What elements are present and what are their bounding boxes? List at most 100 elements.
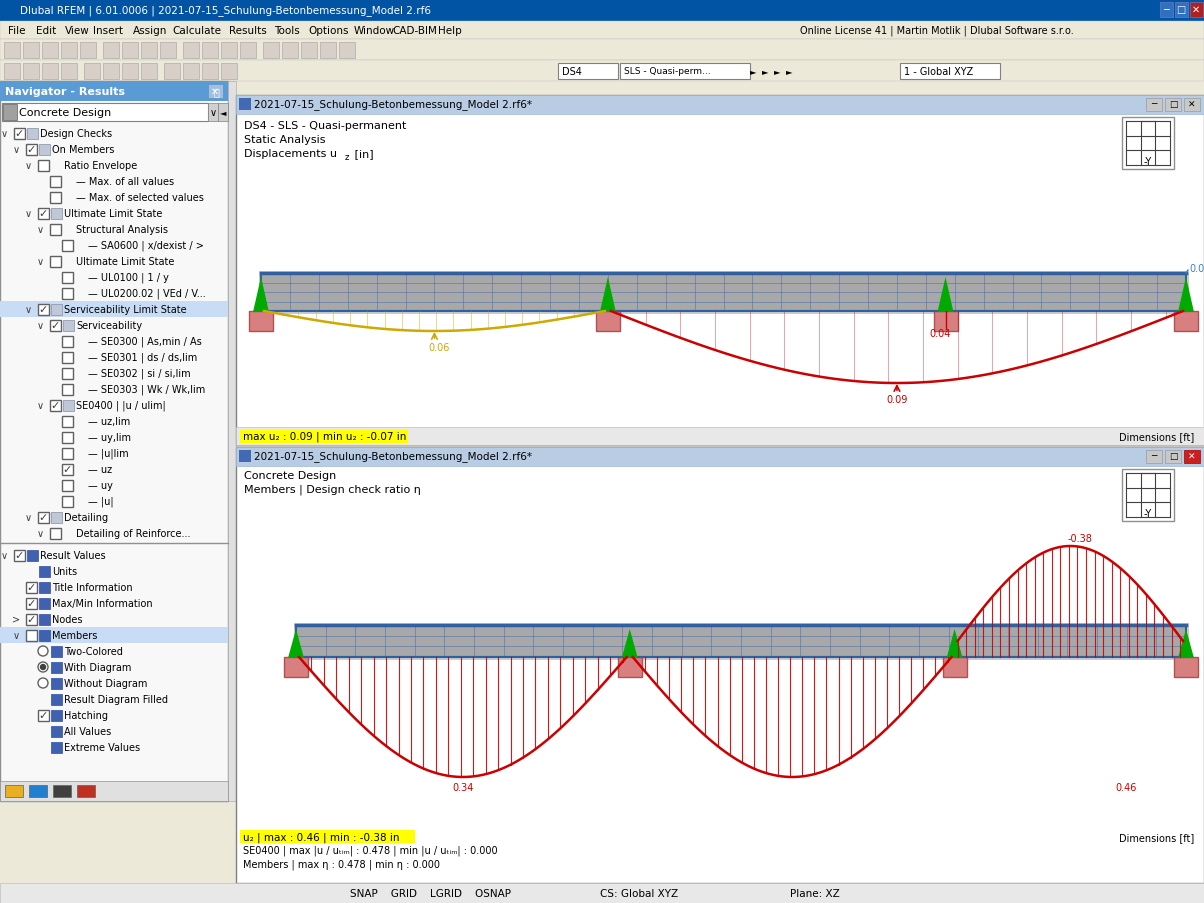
FancyBboxPatch shape [160,43,176,59]
FancyBboxPatch shape [1174,312,1198,331]
Text: — SE0301 | ds / ds,lim: — SE0301 | ds / ds,lim [88,352,197,363]
FancyBboxPatch shape [1165,99,1181,112]
FancyBboxPatch shape [14,129,25,140]
Text: 2021-07-15_Schulung-Betonbemessung_Model 2.rf6*: 2021-07-15_Schulung-Betonbemessung_Model… [254,99,532,110]
Text: Result Diagram Filled: Result Diagram Filled [64,694,169,704]
Text: Serviceability Limit State: Serviceability Limit State [64,304,187,314]
Text: ✕: ✕ [1188,100,1196,109]
FancyBboxPatch shape [320,43,336,59]
Text: Members | max η : 0.478 | min η : 0.000: Members | max η : 0.478 | min η : 0.000 [243,859,439,870]
Text: CAD-BIM: CAD-BIM [393,26,438,36]
Text: Plane: XZ: Plane: XZ [790,888,839,898]
Text: CS: Global XYZ: CS: Global XYZ [600,888,678,898]
Text: With Diagram: With Diagram [64,662,131,672]
FancyBboxPatch shape [39,304,49,316]
Polygon shape [253,278,268,312]
FancyBboxPatch shape [39,566,51,577]
FancyBboxPatch shape [236,448,1204,883]
FancyBboxPatch shape [51,647,61,657]
Text: — UL0100 | 1 / y: — UL0100 | 1 / y [88,273,169,283]
FancyBboxPatch shape [61,273,73,284]
FancyBboxPatch shape [79,43,96,59]
FancyBboxPatch shape [84,64,100,79]
FancyBboxPatch shape [208,85,223,99]
FancyBboxPatch shape [183,43,199,59]
FancyBboxPatch shape [0,82,228,801]
FancyBboxPatch shape [1122,118,1174,170]
FancyBboxPatch shape [933,312,957,331]
FancyBboxPatch shape [1146,451,1162,463]
FancyBboxPatch shape [122,64,138,79]
FancyBboxPatch shape [4,64,20,79]
Text: On Members: On Members [52,144,114,154]
Text: 0.46: 0.46 [1115,782,1137,792]
FancyBboxPatch shape [284,657,308,677]
FancyBboxPatch shape [39,161,49,172]
Text: Design Checks: Design Checks [40,129,112,139]
FancyBboxPatch shape [63,401,73,412]
Text: ►: ► [774,68,780,77]
FancyBboxPatch shape [61,64,77,79]
Text: 0.09: 0.09 [886,395,908,405]
Text: ✓: ✓ [26,582,36,592]
Text: Concrete Design: Concrete Design [244,470,336,480]
Text: Units: Units [52,566,77,576]
FancyBboxPatch shape [1159,3,1173,18]
FancyBboxPatch shape [2,104,208,122]
Text: ►: ► [786,68,792,77]
Polygon shape [946,629,963,658]
Text: — UL0200.02 | VEd / V...: — UL0200.02 | VEd / V... [88,288,206,299]
FancyBboxPatch shape [61,368,73,379]
FancyBboxPatch shape [51,192,61,204]
Text: Ratio Envelope: Ratio Envelope [64,161,137,171]
FancyBboxPatch shape [0,0,1204,22]
Text: — |u|lim: — |u|lim [88,448,129,459]
Text: -Y: -Y [1144,508,1152,518]
Text: ∨: ∨ [36,401,43,411]
Polygon shape [1178,629,1194,658]
Text: Assign: Assign [132,26,167,36]
Text: Detailing of Reinforce...: Detailing of Reinforce... [76,528,190,538]
Text: Dlubal RFEM | 6.01.0006 | 2021-07-15_Schulung-Betonbemessung_Model 2.rf6: Dlubal RFEM | 6.01.0006 | 2021-07-15_Sch… [20,5,431,16]
Text: SE0400 | |u / ulim|: SE0400 | |u / ulim| [76,400,166,411]
FancyBboxPatch shape [51,726,61,737]
Text: 0.04: 0.04 [929,329,951,339]
FancyBboxPatch shape [5,785,23,797]
Text: ∨: ∨ [24,161,31,171]
Text: — |u|: — |u| [88,497,113,507]
FancyBboxPatch shape [1184,451,1200,463]
Text: Concrete Design: Concrete Design [19,107,111,118]
FancyBboxPatch shape [51,304,61,316]
Polygon shape [600,278,616,312]
Text: ∨: ∨ [36,528,43,538]
Text: — uz: — uz [88,464,112,474]
FancyBboxPatch shape [39,630,51,641]
Text: Structural Analysis: Structural Analysis [76,225,169,235]
FancyBboxPatch shape [61,433,73,443]
Text: 0.06: 0.06 [429,342,450,352]
FancyBboxPatch shape [39,209,49,219]
Text: 0.34: 0.34 [453,782,473,792]
Text: Serviceability: Serviceability [76,321,142,330]
FancyBboxPatch shape [1190,3,1203,18]
Text: Detailing: Detailing [64,512,108,523]
Text: View: View [65,26,89,36]
Text: Options: Options [308,26,348,36]
FancyBboxPatch shape [51,321,61,331]
FancyBboxPatch shape [51,512,61,524]
FancyBboxPatch shape [51,209,61,219]
Text: ✓: ✓ [26,614,36,624]
Text: Tools: Tools [275,26,300,36]
FancyBboxPatch shape [0,628,228,643]
FancyBboxPatch shape [262,43,279,59]
FancyBboxPatch shape [240,451,250,462]
Text: ►: ► [750,68,756,77]
FancyBboxPatch shape [51,662,61,674]
Text: ✕: ✕ [211,87,219,97]
Text: Hatching: Hatching [64,711,108,721]
FancyBboxPatch shape [23,43,39,59]
FancyBboxPatch shape [222,43,237,59]
Polygon shape [621,629,638,658]
FancyBboxPatch shape [0,82,228,102]
FancyBboxPatch shape [104,43,119,59]
